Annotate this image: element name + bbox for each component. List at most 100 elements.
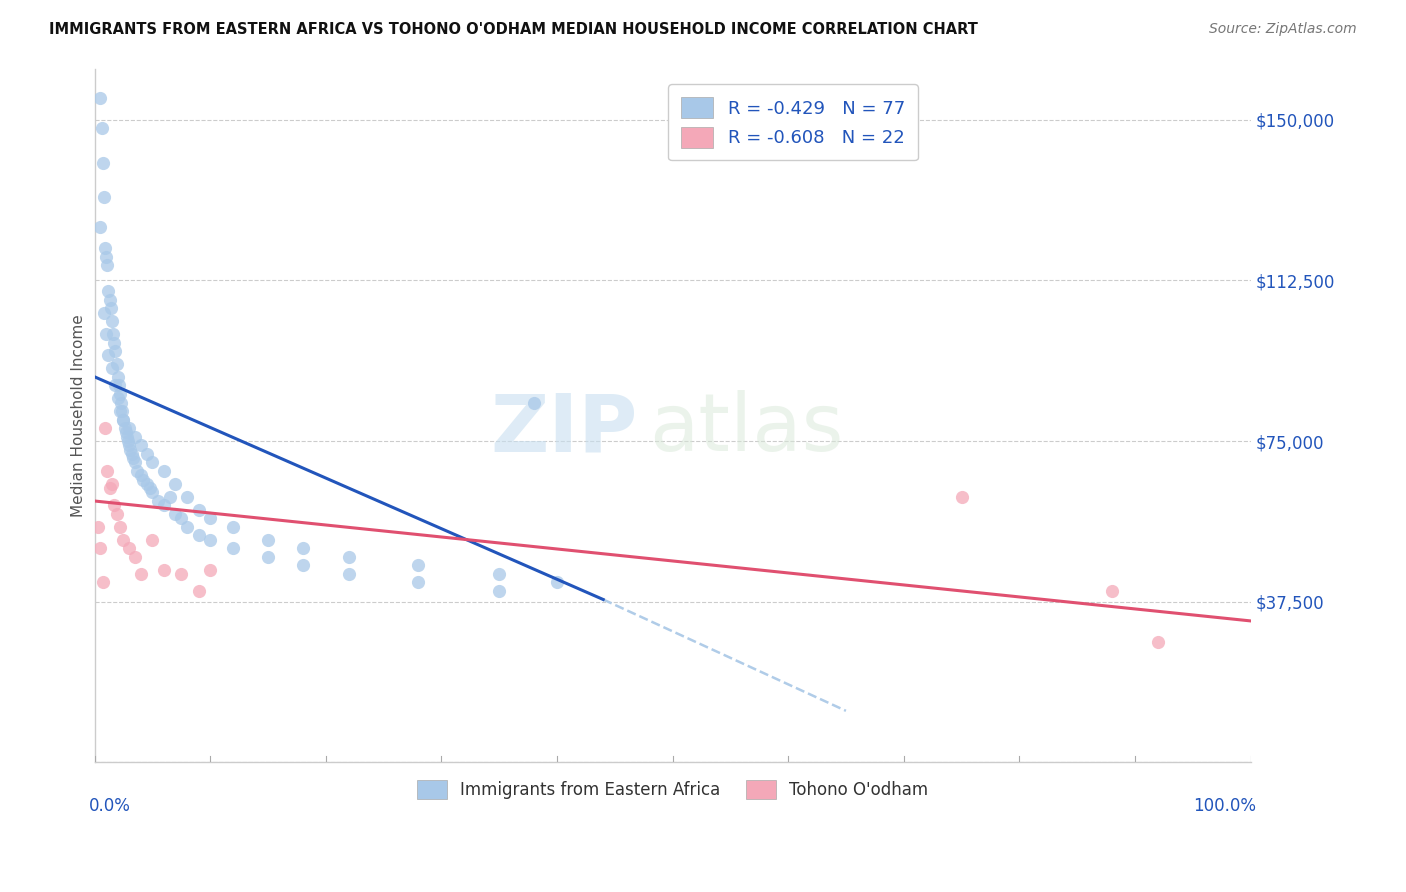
Point	[115, 430, 138, 444]
Point	[135, 476, 157, 491]
Point	[141, 533, 163, 547]
Point	[100, 301, 122, 316]
Point	[104, 378, 127, 392]
Point	[118, 541, 141, 555]
Point	[124, 455, 146, 469]
Point	[98, 293, 121, 307]
Point	[488, 566, 510, 581]
Point	[129, 566, 152, 581]
Point	[141, 455, 163, 469]
Point	[187, 583, 209, 598]
Point	[114, 425, 136, 440]
Point	[198, 511, 221, 525]
Point	[153, 562, 176, 576]
Point	[108, 404, 131, 418]
Point	[222, 541, 245, 555]
Point	[337, 549, 360, 564]
Point	[139, 481, 162, 495]
Text: IMMIGRANTS FROM EASTERN AFRICA VS TOHONO O'ODHAM MEDIAN HOUSEHOLD INCOME CORRELA: IMMIGRANTS FROM EASTERN AFRICA VS TOHONO…	[49, 22, 979, 37]
Text: 0.0%: 0.0%	[89, 797, 131, 815]
Point	[406, 558, 429, 573]
Point	[291, 558, 314, 573]
Point	[165, 507, 187, 521]
Point	[89, 91, 111, 105]
Point	[141, 485, 163, 500]
Point	[97, 348, 120, 362]
Point	[96, 464, 118, 478]
Point	[118, 421, 141, 435]
Point	[111, 404, 134, 418]
Point	[94, 326, 117, 341]
Point	[124, 549, 146, 564]
Point	[93, 190, 115, 204]
Point	[90, 121, 112, 136]
Point	[91, 155, 114, 169]
Point	[222, 519, 245, 533]
Point	[170, 511, 193, 525]
Point	[124, 430, 146, 444]
Point	[120, 442, 142, 457]
Point	[165, 476, 187, 491]
Point	[107, 391, 129, 405]
Point	[121, 451, 143, 466]
Point	[104, 344, 127, 359]
Point	[546, 575, 568, 590]
Point	[112, 533, 135, 547]
Point	[176, 490, 198, 504]
Text: 100.0%: 100.0%	[1194, 797, 1257, 815]
Point	[112, 412, 135, 426]
Point	[406, 575, 429, 590]
Point	[108, 387, 131, 401]
Point	[110, 395, 132, 409]
Point	[523, 395, 546, 409]
Y-axis label: Median Household Income: Median Household Income	[72, 314, 86, 516]
Point	[107, 369, 129, 384]
Point	[96, 259, 118, 273]
Point	[121, 447, 143, 461]
Point	[101, 326, 124, 341]
Point	[159, 490, 181, 504]
Point	[135, 447, 157, 461]
Point	[337, 566, 360, 581]
Point	[101, 361, 124, 376]
Text: atlas: atlas	[650, 390, 844, 468]
Point	[101, 314, 124, 328]
Point	[257, 549, 280, 564]
Point	[127, 464, 149, 478]
Point	[129, 468, 152, 483]
Point	[117, 434, 139, 448]
Point	[98, 481, 121, 495]
Point	[94, 250, 117, 264]
Point	[291, 541, 314, 555]
Point	[187, 528, 209, 542]
Text: Source: ZipAtlas.com: Source: ZipAtlas.com	[1209, 22, 1357, 37]
Point	[105, 507, 128, 521]
Point	[146, 494, 169, 508]
Point	[950, 490, 973, 504]
Point	[89, 219, 111, 234]
Point	[108, 519, 131, 533]
Point	[94, 241, 117, 255]
Point	[198, 533, 221, 547]
Point	[153, 498, 176, 512]
Point	[1147, 635, 1170, 649]
Point	[91, 575, 114, 590]
Point	[87, 519, 110, 533]
Point	[257, 533, 280, 547]
Point	[1101, 583, 1123, 598]
Point	[112, 412, 135, 426]
Point	[129, 438, 152, 452]
Point	[118, 438, 141, 452]
Point	[176, 519, 198, 533]
Point	[170, 566, 193, 581]
Point	[93, 305, 115, 319]
Point	[103, 335, 125, 350]
Point	[187, 502, 209, 516]
Point	[488, 583, 510, 598]
Point	[132, 473, 155, 487]
Point	[103, 498, 125, 512]
Point	[97, 284, 120, 298]
Point	[198, 562, 221, 576]
Point	[108, 378, 131, 392]
Point	[105, 357, 128, 371]
